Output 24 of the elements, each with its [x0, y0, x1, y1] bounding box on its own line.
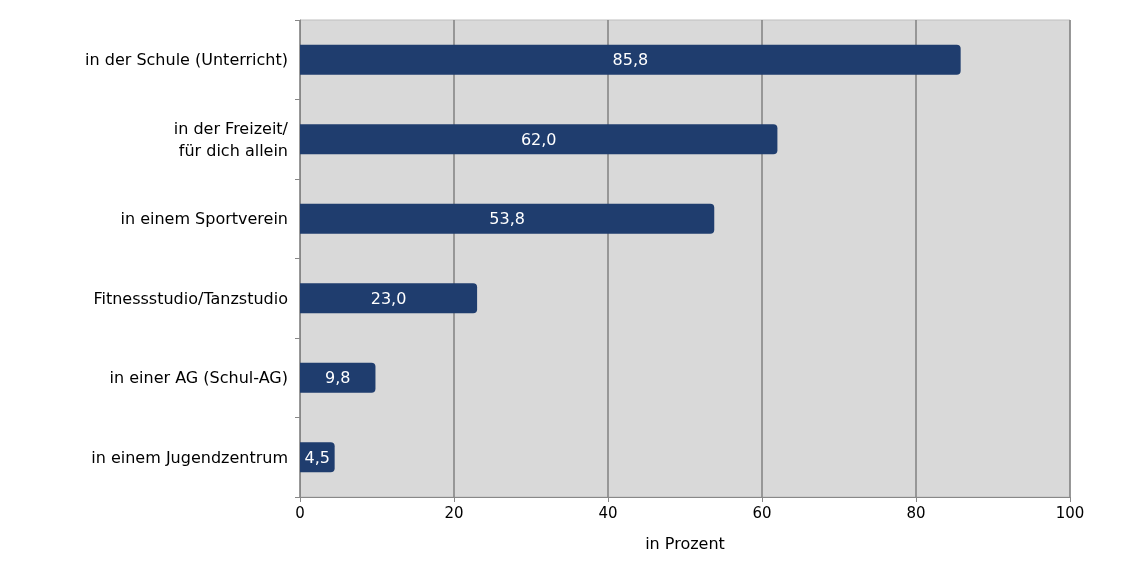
y-tick-label: in der Schule (Unterricht)	[85, 50, 288, 70]
x-tick-label: 100	[1055, 503, 1085, 522]
bar	[300, 124, 778, 155]
y-tick-label: in einer AG (Schul-AG)	[109, 368, 288, 388]
x-tick-label: 40	[598, 503, 618, 522]
x-tick-label: 20	[444, 503, 464, 522]
x-tick-label: 60	[752, 503, 772, 522]
data-label: 23,0	[370, 288, 407, 308]
y-tick-label: Fitnessstudio/Tanzstudio	[93, 288, 288, 308]
x-axis-title: in Prozent	[645, 533, 725, 553]
y-tick-label: in einem Sportverein	[120, 209, 288, 229]
bar	[300, 44, 961, 75]
data-label: 62,0	[520, 129, 557, 149]
data-label: 85,8	[612, 50, 649, 70]
bar	[300, 362, 376, 393]
x-tick-label: 0	[295, 503, 305, 522]
y-tick-label: in einem Jugendzentrum	[91, 447, 288, 467]
data-label: 53,8	[489, 209, 525, 229]
data-label: 4,5	[304, 447, 331, 467]
y-tick-label: in der Freizeit/ für dich allein	[173, 118, 289, 160]
x-tick-label: 80	[906, 503, 926, 522]
bar	[300, 283, 478, 314]
data-label: 9,8	[325, 368, 351, 388]
bar	[300, 203, 715, 234]
